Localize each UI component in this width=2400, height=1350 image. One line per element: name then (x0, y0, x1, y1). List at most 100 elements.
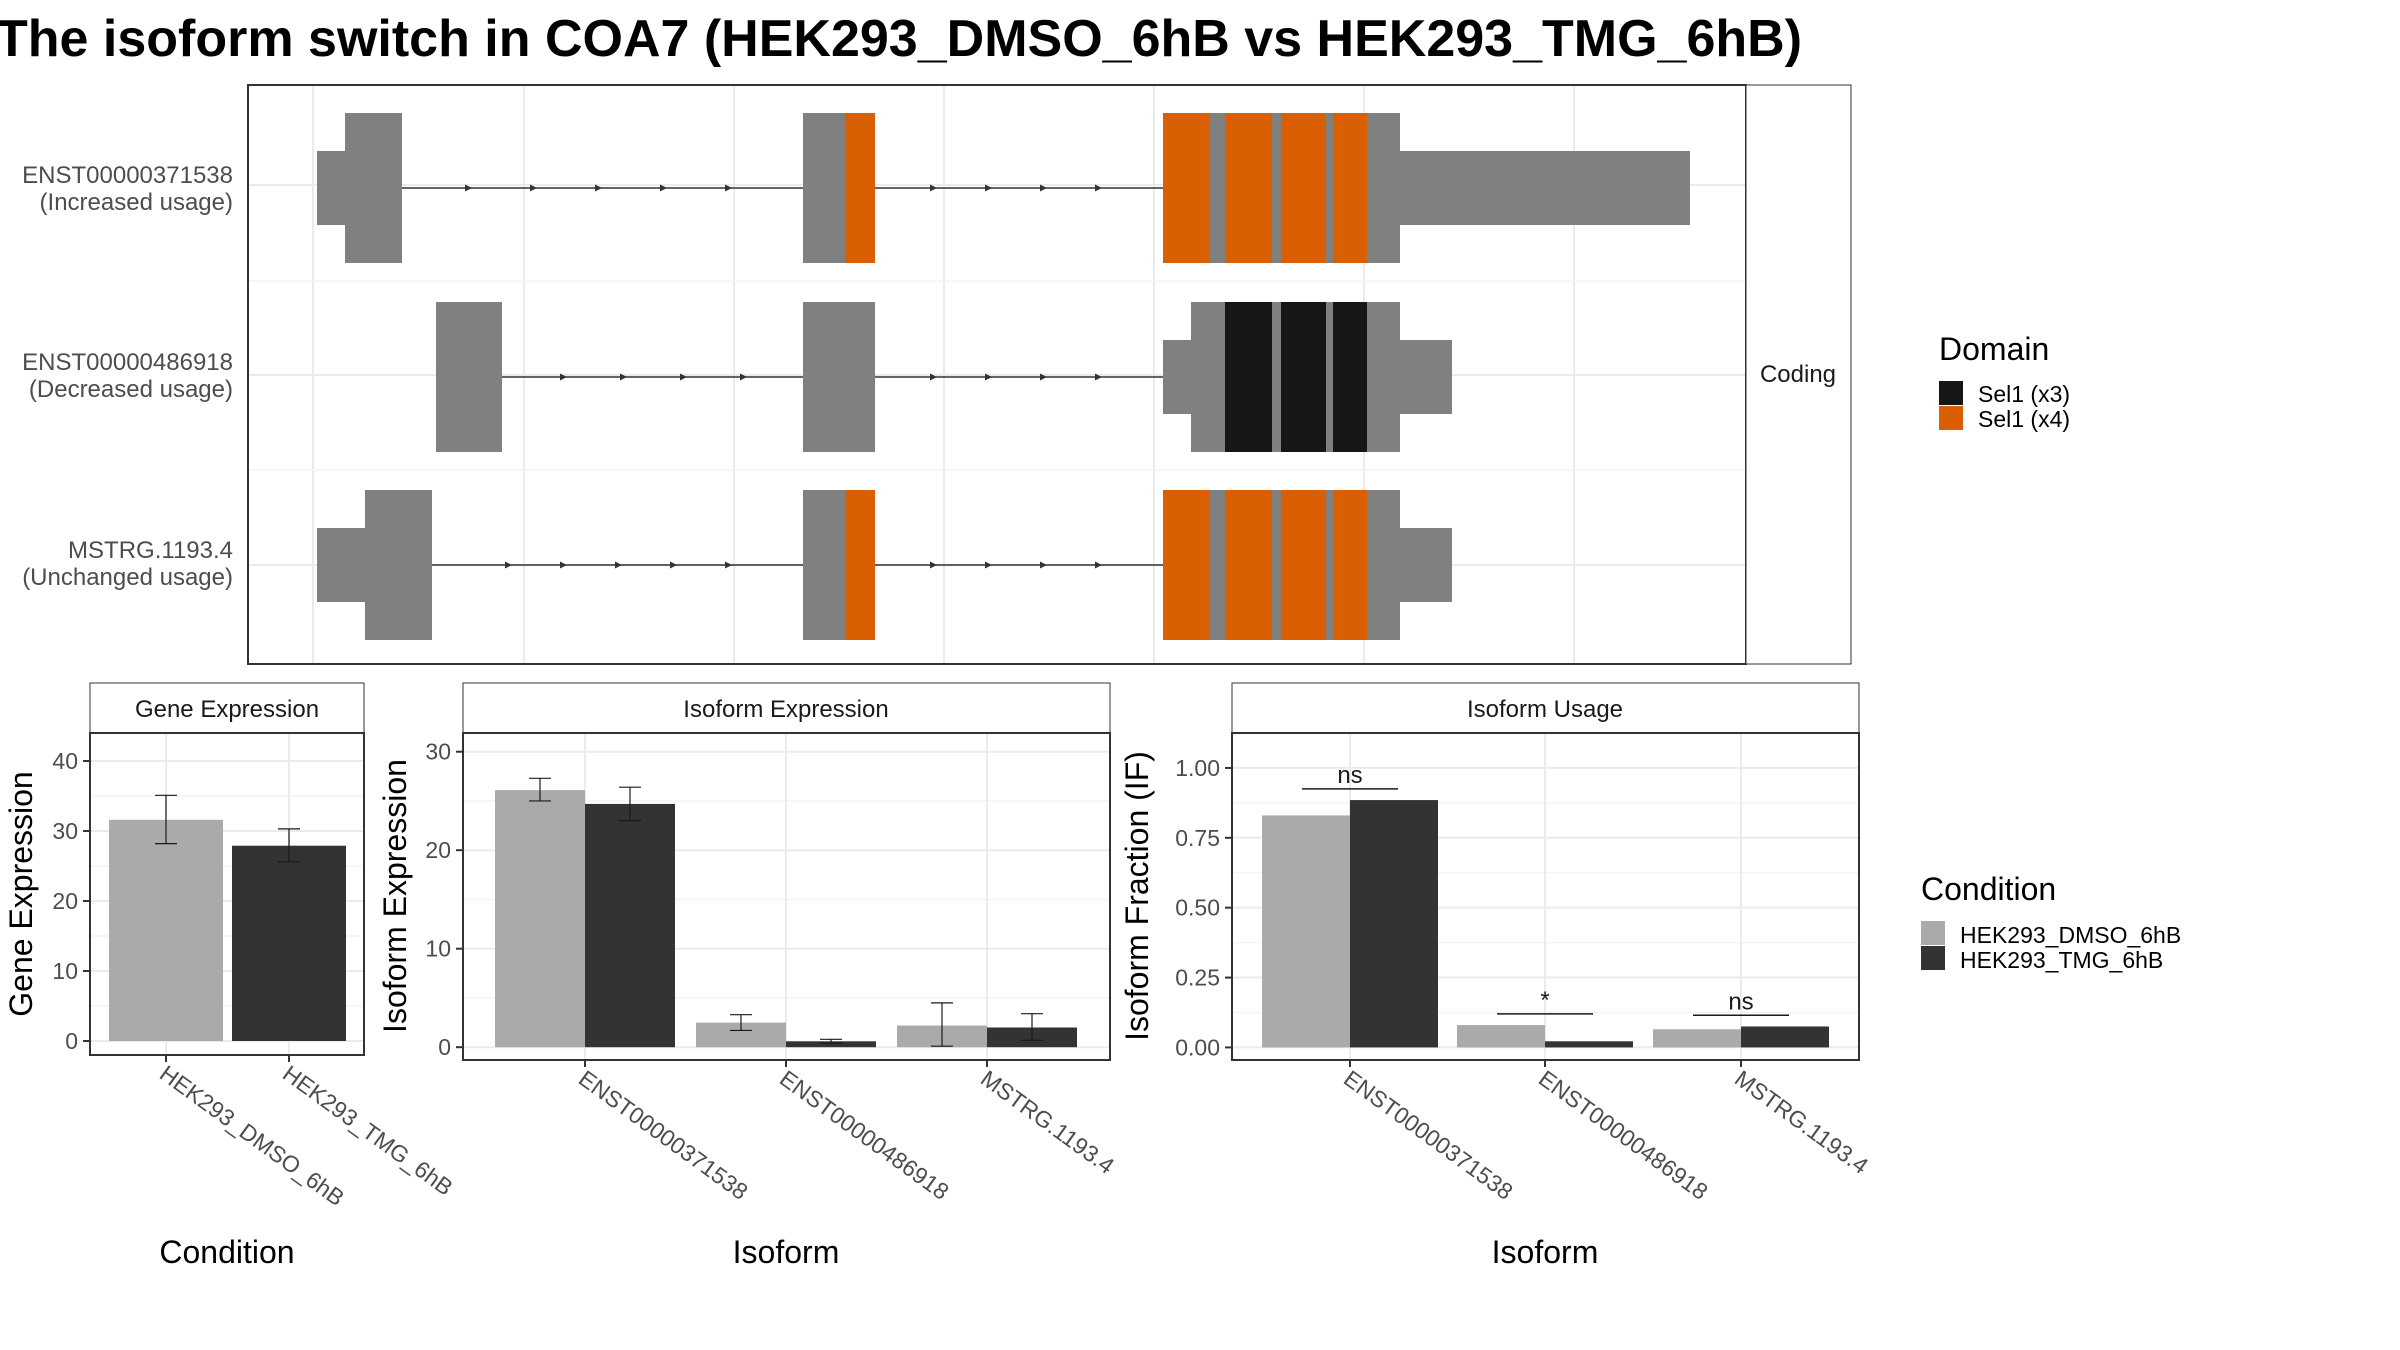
exon-coding-0-1 (345, 113, 402, 263)
isoform-expression-bars (495, 790, 1077, 1048)
y-tick-label-3: 0.75 (1175, 825, 1220, 851)
isoform-usage-bars (1262, 800, 1829, 1048)
exon-domain-sel1-x4-2-4 (1163, 490, 1209, 640)
exon-domain-sel1-x4-2-6 (1225, 490, 1272, 640)
intron-arrow-1-3 (740, 373, 747, 381)
isoform-usage-plot-border (1231, 732, 1860, 1061)
exon-coding-2-1 (365, 490, 432, 640)
domain-legend-title: Domain (1939, 331, 2049, 367)
x-tick-label-2: MSTRG.1193.4 (1730, 1065, 1873, 1179)
transcript-2-id: MSTRG.1193.4 (68, 537, 233, 564)
isoform-expression-x-title: Isoform (733, 1234, 840, 1270)
bar-1-0 (1350, 800, 1438, 1048)
bar-0-1 (1457, 1025, 1545, 1048)
bar-0-2 (1653, 1029, 1741, 1048)
isoform-expression-y-title: Isoform Expression (377, 759, 413, 1033)
transcript-1-usage: (Decreased usage) (29, 376, 233, 403)
exon-coding-1-3 (1191, 302, 1225, 452)
isoform-usage-significance: ns * ns (1302, 762, 1789, 1017)
gene-expression-x-title: Condition (159, 1234, 294, 1270)
errorbar-0-2 (931, 1002, 953, 1047)
intron-arrow-1-5 (985, 373, 992, 381)
intron-arrow-0-3 (660, 184, 667, 192)
errorbar-0-0 (155, 794, 177, 845)
exon-domain-sel1-x4-2-10 (1333, 490, 1367, 640)
exon-coding-0-9 (1326, 113, 1333, 263)
errorbar-1-2 (1021, 1013, 1043, 1041)
gene-expression-plot-border (89, 732, 365, 1056)
exon-utr-2-0 (317, 528, 365, 602)
exon-coding-0-2 (803, 113, 845, 263)
intron-arrow-2-7 (1040, 561, 1047, 569)
gene-expression-errorbars (155, 794, 300, 863)
intron-arrow-2-1 (560, 561, 567, 569)
intron-arrow-0-1 (530, 184, 537, 192)
exon-coding-2-11 (1367, 490, 1400, 640)
exon-coding-2-5 (1209, 490, 1225, 640)
exon-coding-1-5 (1272, 302, 1281, 452)
exon-domain-sel1-x3-1-8 (1333, 302, 1367, 452)
structure-panel: Coding ENST00000371538 (Increased usage)… (22, 84, 1852, 665)
intron-arrow-2-3 (670, 561, 677, 569)
intron-arrow-1-6 (1040, 373, 1047, 381)
exon-domain-sel1-x4-0-8 (1281, 113, 1326, 263)
exon-utr-0-0 (317, 151, 345, 225)
x-tick-label-0: ENST00000371538 (574, 1065, 753, 1205)
bar-0-0 (495, 790, 585, 1048)
errorbar-0-0 (529, 777, 551, 802)
gene-expression-strip (89, 682, 365, 734)
exon-coding-2-9 (1326, 490, 1333, 640)
x-tick-label-0: ENST00000371538 (1339, 1065, 1518, 1205)
isoform-usage-x-axis: ENST00000371538 ENST00000486918 MSTRG.1193… (1339, 1060, 1873, 1205)
isoform-expression-strip (462, 682, 1111, 734)
exon-coding-2-7 (1272, 490, 1281, 640)
exon-coding-1-0 (436, 302, 502, 452)
significance-label-1: * (1540, 987, 1549, 1014)
exon-utr-2-12 (1400, 528, 1452, 602)
exon-domain-sel1-x4-2-3 (845, 490, 875, 640)
exon-coding-1-7 (1326, 302, 1333, 452)
isoform-expression-strip-title: Isoform Expression (683, 696, 888, 723)
intron-arrow-1-4 (930, 373, 937, 381)
errorbar-1-1 (278, 828, 300, 863)
isoform-usage-y-title: Isoform Fraction (IF) (1119, 751, 1155, 1041)
y-tick-label-1: 10 (425, 936, 451, 962)
y-tick-label-1: 10 (52, 958, 78, 984)
domain-legend-label-sel1-x4: Sel1 (x4) (1978, 406, 2070, 432)
x-tick-label-2: MSTRG.1193.4 (976, 1065, 1119, 1179)
y-tick-label-1: 0.25 (1175, 965, 1220, 991)
intron-arrow-2-4 (725, 561, 732, 569)
bar-1-1 (232, 845, 346, 1041)
exon-domain-sel1-x3-1-4 (1225, 302, 1272, 452)
y-tick-label-0: 0 (65, 1028, 78, 1054)
domain-legend-key-sel1-x3 (1939, 381, 1963, 405)
strip-label-coding: Coding (1760, 361, 1836, 388)
gene-expression-bars (109, 819, 346, 1041)
exon-domain-sel1-x4-0-4 (1163, 113, 1209, 263)
significance-label-2: ns (1728, 988, 1753, 1015)
gene-expression-panel: Gene Expression 0 10 20 30 40 HEK293_DMSO_6h… (3, 682, 458, 1270)
isoform-usage-panel: Isoform Usage ns * ns 0.00 0.25 0.50 0.75 1.00… (1119, 682, 1873, 1270)
intron-arrow-0-7 (1040, 184, 1047, 192)
condition-legend: Condition HEK293_DMSO_6hB HEK293_TMG_6hB (1921, 871, 2181, 973)
intron-arrow-2-0 (505, 561, 512, 569)
intron-arrow-0-8 (1095, 184, 1102, 192)
x-tick-label-1: ENST00000486918 (775, 1065, 954, 1205)
condition-legend-key-dmso (1921, 921, 1945, 945)
domain-legend-key-sel1-x4 (1939, 406, 1963, 430)
exon-domain-sel1-x4-0-3 (845, 113, 875, 263)
transcript-1-id: ENST00000486918 (22, 349, 233, 376)
y-tick-label-4: 40 (52, 748, 78, 774)
transcript-0-usage: (Increased usage) (40, 189, 233, 216)
exon-domain-sel1-x4-0-10 (1333, 113, 1367, 263)
condition-legend-key-tmg (1921, 946, 1945, 970)
intron-arrow-2-2 (615, 561, 622, 569)
errorbar-0-1 (730, 1014, 752, 1032)
exon-coding-2-2 (803, 490, 845, 640)
y-tick-label-3: 30 (425, 739, 451, 765)
exon-domain-sel1-x3-1-6 (1281, 302, 1326, 452)
gene-expression-strip-title: Gene Expression (135, 696, 319, 723)
errorbar-1-0 (619, 786, 641, 822)
